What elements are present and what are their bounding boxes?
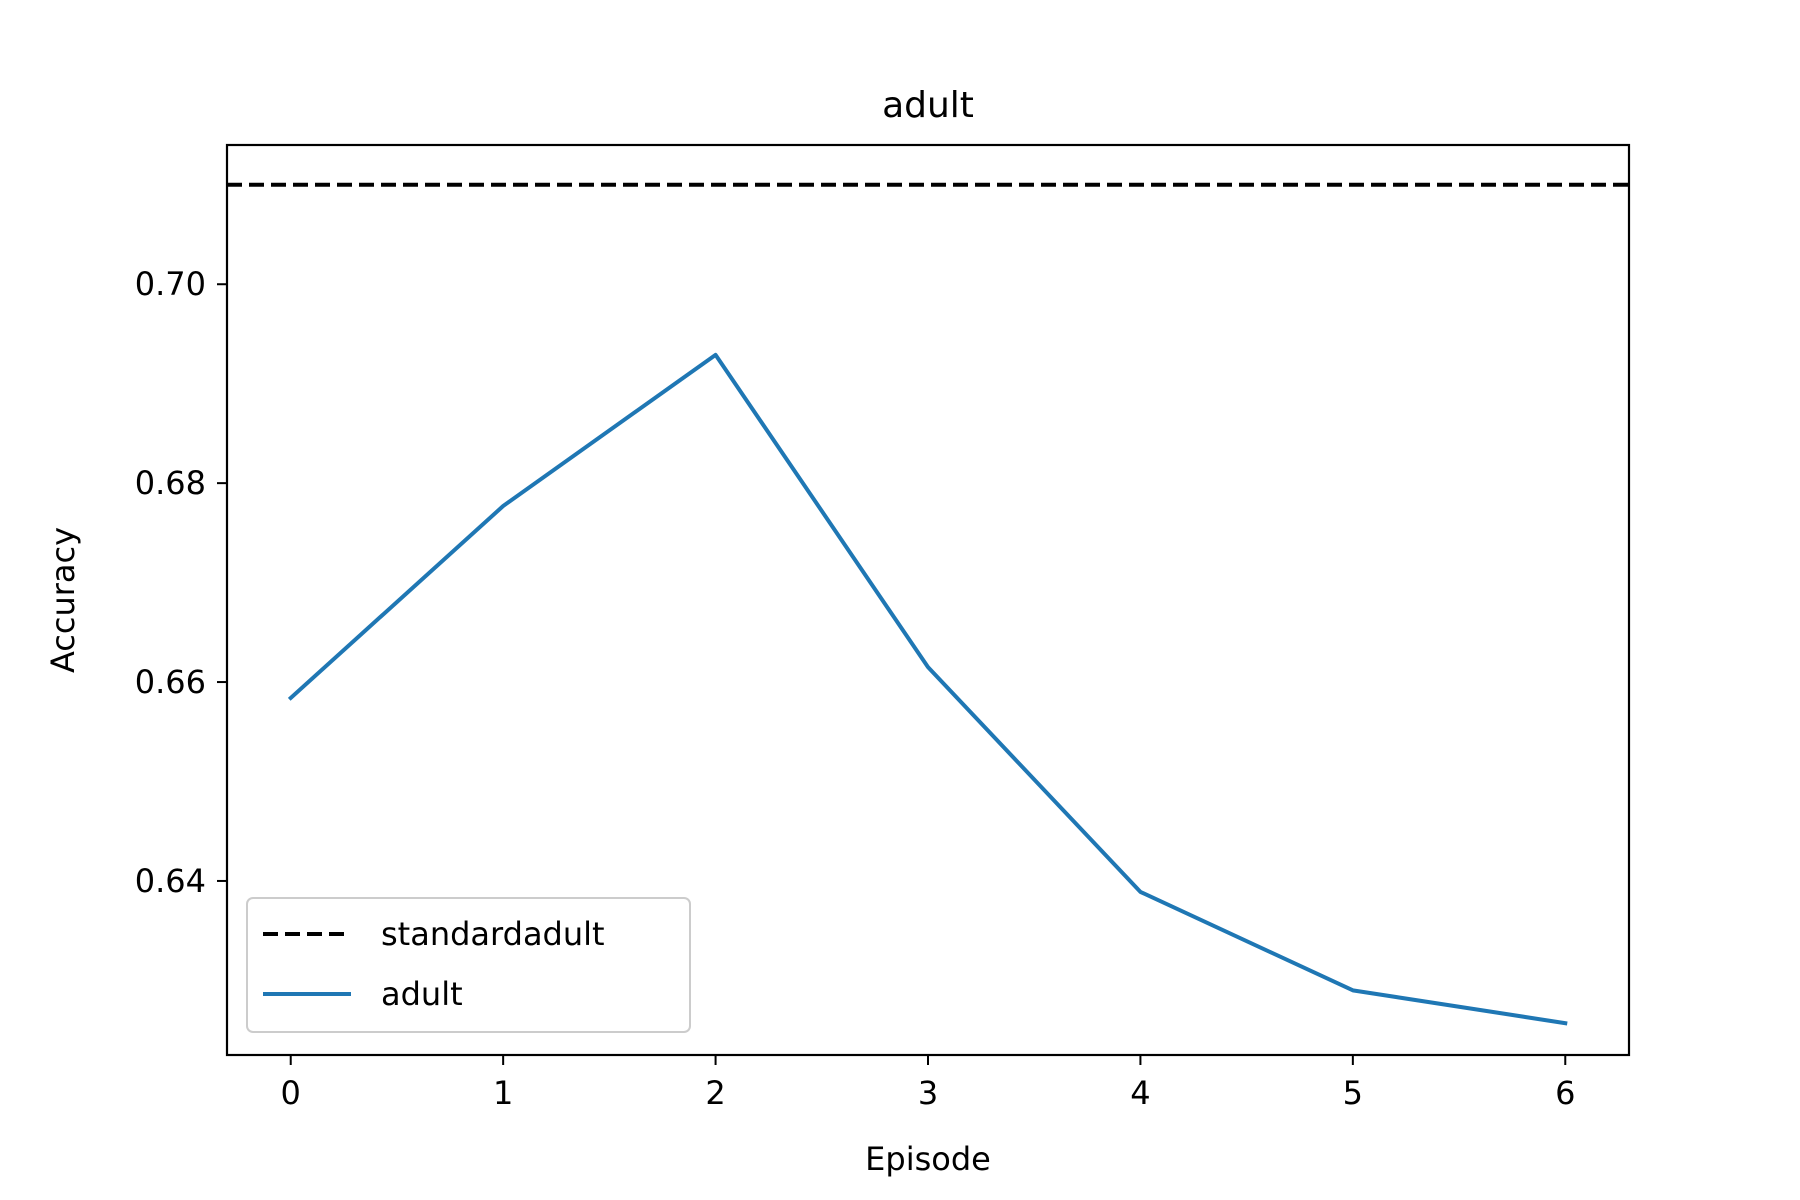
x-tick-label: 3 (918, 1074, 938, 1112)
y-tick-label: 0.68 (135, 464, 206, 502)
y-tick-label: 0.70 (135, 265, 206, 303)
legend: standardadult adult (246, 897, 691, 1033)
x-axis-label: Episode (865, 1140, 991, 1178)
chart-title: adult (882, 85, 974, 126)
x-tick-label: 0 (281, 1074, 301, 1112)
y-tick-label: 0.64 (135, 862, 206, 900)
plot-area (227, 182, 1629, 1026)
x-tick-label: 6 (1555, 1074, 1575, 1112)
legend-frame (246, 897, 691, 1033)
y-tick-label: 0.66 (135, 663, 206, 701)
axis-ticks: 0 1 2 3 4 5 6 0.64 0.66 0.68 0.70 (135, 265, 1576, 1112)
legend-label-standardadult: standardadult (381, 915, 605, 953)
plot-frame (225, 143, 1631, 1057)
y-axis-label: Accuracy (44, 527, 82, 673)
legend-label-adult: adult (381, 975, 463, 1013)
x-tick-label: 5 (1343, 1074, 1363, 1112)
x-tick-label: 4 (1130, 1074, 1150, 1112)
x-tick-label: 2 (705, 1074, 725, 1112)
x-tick-label: 1 (493, 1074, 513, 1112)
